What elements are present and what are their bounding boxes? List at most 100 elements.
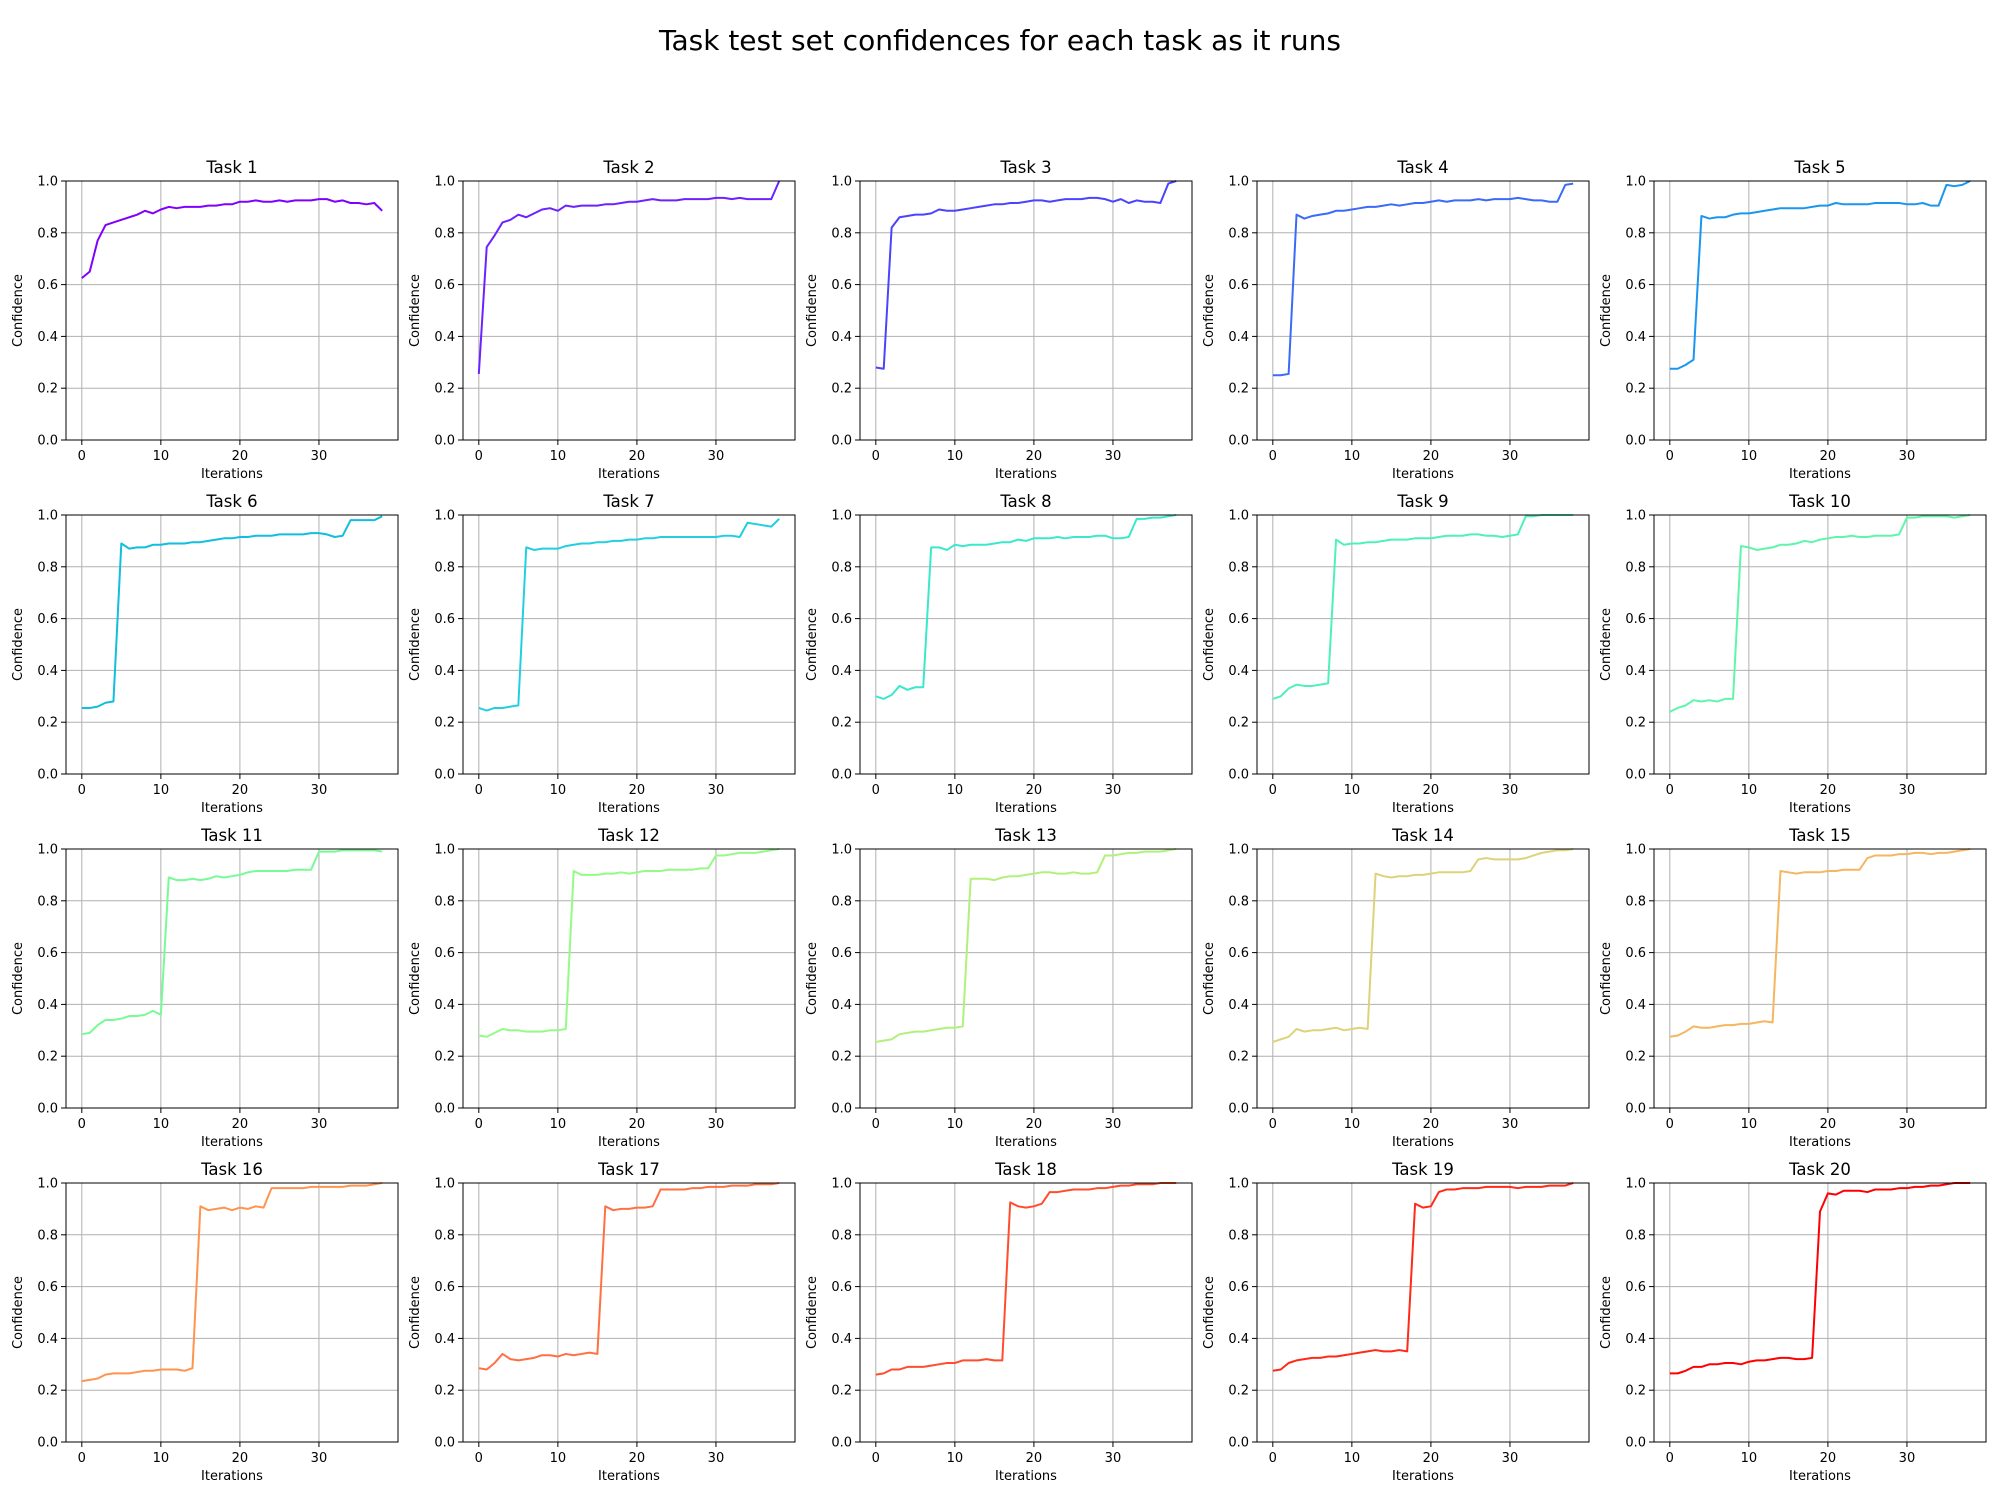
x-axis-label: Iterations	[201, 801, 263, 816]
y-tick-label: 0.2	[1228, 1050, 1249, 1065]
x-tick-label: 20	[1423, 1451, 1440, 1466]
y-axis-label: Confidence	[11, 942, 26, 1015]
y-tick-label: 0.4	[1228, 664, 1249, 679]
subplot-task-13: 0 10 20 30 0.0 0.2 0.4 0.6 0.8 1.0 Iterations Confi…	[805, 826, 1193, 1150]
y-tick-label: 0.2	[831, 716, 852, 731]
y-tick-label: 0.8	[831, 560, 852, 575]
y-tick-label: 0.6	[1625, 612, 1646, 627]
x-axis-label: Iterations	[1392, 1469, 1454, 1484]
x-tick-label: 10	[153, 1451, 170, 1466]
x-tick-label: 0	[872, 1451, 880, 1466]
subplot-task-3: 0 10 20 30 0.0 0.2 0.4 0.6 0.8 1.0 Iterations Confi…	[805, 158, 1193, 482]
y-tick-label: 0.4	[1228, 330, 1249, 345]
x-tick-label: 0	[475, 1451, 483, 1466]
x-tick-label: 30	[708, 449, 725, 464]
x-tick-label: 30	[1899, 783, 1916, 798]
x-tick-label: 30	[708, 1117, 725, 1132]
y-tick-label: 0.4	[434, 998, 455, 1013]
x-tick-label: 30	[1502, 449, 1519, 464]
subplot-task-11: 0 10 20 30 0.0 0.2 0.4 0.6 0.8 1.0 Iterations Confi…	[11, 826, 399, 1150]
x-tick-label: 20	[1423, 783, 1440, 798]
x-axis-label: Iterations	[1392, 1135, 1454, 1150]
series-line	[478, 848, 780, 1038]
y-tick-label: 1.0	[1625, 175, 1646, 190]
y-tick-label: 0.6	[1228, 946, 1249, 961]
series-line	[81, 849, 383, 1036]
x-axis-label: Iterations	[598, 1469, 660, 1484]
y-tick-label: 0.6	[831, 1280, 852, 1295]
subplot-title: Task 1	[205, 158, 257, 177]
subplot-title: Task 11	[200, 826, 263, 845]
x-tick-label: 30	[1502, 1117, 1519, 1132]
x-tick-label: 0	[1666, 783, 1674, 798]
y-tick-label: 0.8	[831, 1228, 852, 1243]
subplot-title: Task 9	[1396, 492, 1448, 511]
y-tick-label: 0.0	[1228, 434, 1249, 449]
y-axis-label: Confidence	[1202, 608, 1217, 681]
x-tick-label: 30	[1105, 449, 1122, 464]
y-tick-label: 0.8	[1228, 226, 1249, 241]
y-tick-label: 1.0	[434, 843, 455, 858]
x-tick-label: 10	[550, 783, 567, 798]
series-line	[875, 180, 1177, 370]
x-axis-label: Iterations	[995, 801, 1057, 816]
y-tick-label: 1.0	[1228, 509, 1249, 524]
x-tick-label: 30	[1105, 783, 1122, 798]
y-axis-label: Confidence	[1599, 274, 1614, 347]
x-axis-label: Iterations	[598, 801, 660, 816]
subplot-task-20: 0 10 20 30 0.0 0.2 0.4 0.6 0.8 1.0 Iterations Confi…	[1599, 1160, 1987, 1484]
y-tick-label: 0.8	[1625, 894, 1646, 909]
subplot-task-16: 0 10 20 30 0.0 0.2 0.4 0.6 0.8 1.0 Iterations Confi…	[11, 1160, 399, 1484]
series-line	[81, 515, 383, 709]
x-tick-label: 0	[1269, 1451, 1277, 1466]
y-axis-label: Confidence	[805, 608, 820, 681]
y-tick-label: 0.2	[37, 716, 58, 731]
y-tick-label: 0.0	[1625, 1102, 1646, 1117]
x-tick-label: 0	[1666, 449, 1674, 464]
y-tick-label: 0.8	[1228, 894, 1249, 909]
series-line	[477, 180, 781, 375]
series-line	[478, 1182, 780, 1371]
y-tick-label: 1.0	[1625, 1177, 1646, 1192]
subplot-title: Task 19	[1391, 1160, 1454, 1179]
series-line	[1272, 1182, 1574, 1372]
y-tick-label: 0.2	[37, 382, 58, 397]
y-axis-label: Confidence	[11, 608, 26, 681]
y-tick-label: 0.4	[831, 330, 852, 345]
y-tick-label: 0.0	[434, 768, 455, 783]
y-tick-label: 0.6	[1625, 1280, 1646, 1295]
x-tick-label: 20	[1026, 449, 1043, 464]
x-tick-label: 30	[311, 1117, 328, 1132]
x-tick-label: 10	[153, 783, 170, 798]
y-tick-label: 0.8	[1228, 560, 1249, 575]
y-tick-label: 0.6	[37, 612, 58, 627]
series-line	[1272, 182, 1574, 377]
subplot-title: Task 17	[597, 1160, 660, 1179]
y-tick-label: 0.0	[37, 768, 58, 783]
x-axis-label: Iterations	[201, 1135, 263, 1150]
y-tick-label: 0.8	[831, 894, 852, 909]
y-tick-label: 0.8	[37, 894, 58, 909]
subplot-title: Task 16	[200, 1160, 263, 1179]
x-tick-label: 0	[872, 1117, 880, 1132]
y-tick-label: 1.0	[1625, 843, 1646, 858]
y-tick-label: 0.6	[1228, 1280, 1249, 1295]
x-axis-label: Iterations	[995, 1469, 1057, 1484]
y-tick-label: 0.0	[1625, 434, 1646, 449]
x-tick-label: 0	[1666, 1117, 1674, 1132]
y-tick-label: 0.4	[434, 1332, 455, 1347]
y-tick-label: 0.2	[37, 1050, 58, 1065]
subplot-task-14: 0 10 20 30 0.0 0.2 0.4 0.6 0.8 1.0 Iterations Confi…	[1202, 826, 1590, 1150]
x-tick-label: 20	[232, 1117, 249, 1132]
y-tick-label: 1.0	[831, 843, 852, 858]
y-tick-label: 0.2	[831, 1050, 852, 1065]
y-tick-label: 0.8	[434, 226, 455, 241]
y-tick-label: 0.4	[37, 664, 58, 679]
axes-frame	[859, 180, 1193, 441]
subplot-title: Task 15	[1788, 826, 1851, 845]
y-tick-label: 0.6	[1625, 946, 1646, 961]
y-tick-label: 1.0	[831, 509, 852, 524]
y-tick-label: 0.4	[831, 1332, 852, 1347]
x-tick-label: 30	[1502, 783, 1519, 798]
series-line	[1272, 848, 1574, 1043]
